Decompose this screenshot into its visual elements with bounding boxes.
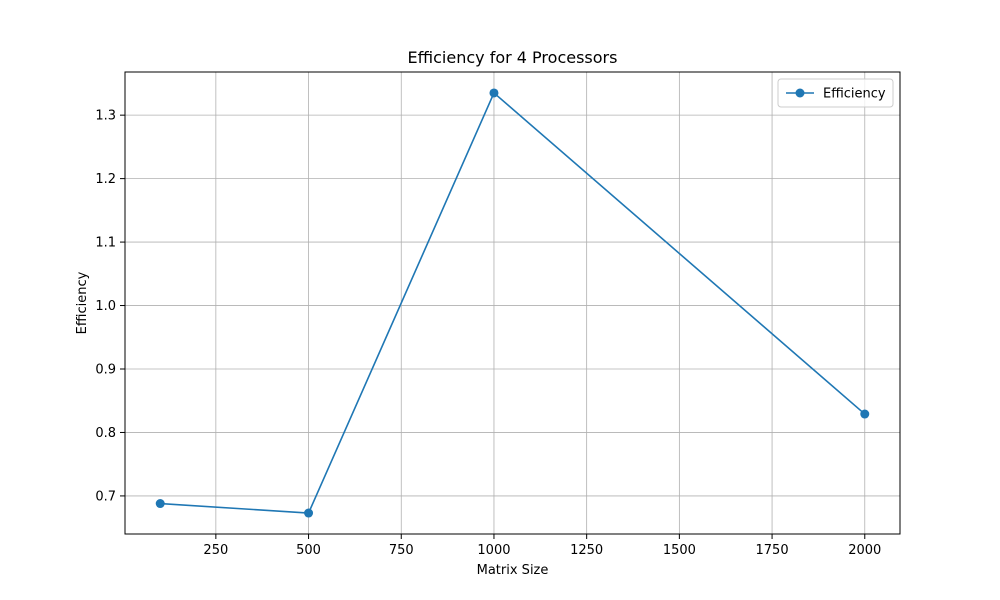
y-tick-label: 0.8 bbox=[95, 426, 116, 441]
x-axis-title: Matrix Size bbox=[477, 563, 549, 578]
data-point bbox=[155, 499, 165, 509]
legend: Efficiency bbox=[777, 78, 894, 108]
x-tick-label: 500 bbox=[296, 543, 321, 558]
x-tick-label: 1500 bbox=[663, 543, 696, 558]
x-tick-label: 1000 bbox=[477, 543, 510, 558]
legend-marker-swatch bbox=[795, 88, 805, 98]
legend-label: Efficiency bbox=[823, 87, 886, 102]
y-tick-label: 1.2 bbox=[95, 172, 116, 187]
y-tick-label: 1.3 bbox=[95, 109, 116, 124]
y-tick-label: 1.1 bbox=[95, 236, 116, 251]
grid bbox=[125, 72, 900, 534]
y-tick-label: 0.7 bbox=[95, 489, 116, 504]
y-tick-label: 1.0 bbox=[95, 299, 116, 314]
data-point bbox=[304, 508, 314, 518]
legend-box bbox=[777, 78, 894, 108]
x-tick-label: 2000 bbox=[848, 543, 881, 558]
x-tick-label: 250 bbox=[203, 543, 228, 558]
y-axis-title: Efficiency bbox=[75, 271, 90, 334]
data-point bbox=[860, 409, 870, 419]
chart-title: Efficiency for 4 Processors bbox=[408, 48, 618, 67]
data-point bbox=[489, 88, 499, 98]
x-tick-label: 1750 bbox=[756, 543, 789, 558]
y-tick-label: 0.9 bbox=[95, 363, 116, 378]
plot-area-frame bbox=[124, 71, 901, 535]
x-tick-label: 1250 bbox=[570, 543, 603, 558]
series-layer bbox=[155, 88, 870, 518]
x-tick-label: 750 bbox=[389, 543, 414, 558]
ticks: 250 500 750 1000 1250 1500 1750 2000 0.7 0.8 0.9 1.… bbox=[95, 109, 881, 558]
series-line bbox=[160, 92, 866, 514]
